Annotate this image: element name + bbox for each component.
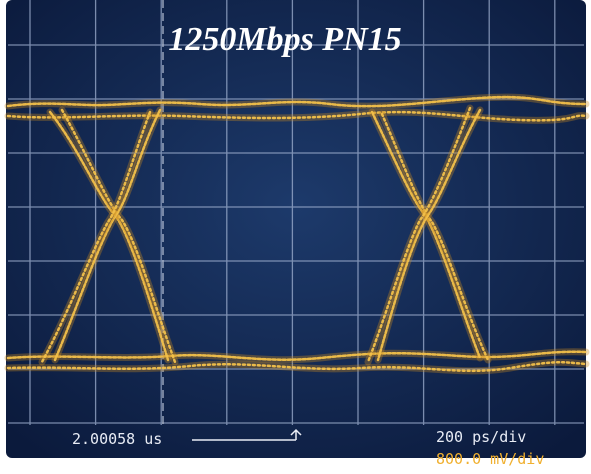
time-position: 2.00058 us: [72, 430, 162, 448]
time-scale: 200 ps/div: [436, 428, 526, 446]
oscilloscope-photo: 1250Mbps PN15 2.00058 us 200 ps/div 800.…: [0, 0, 591, 474]
title: 1250Mbps PN15: [168, 21, 401, 58]
volt-scale: 800.0 mV/div: [436, 450, 544, 468]
screen: [6, 0, 586, 458]
